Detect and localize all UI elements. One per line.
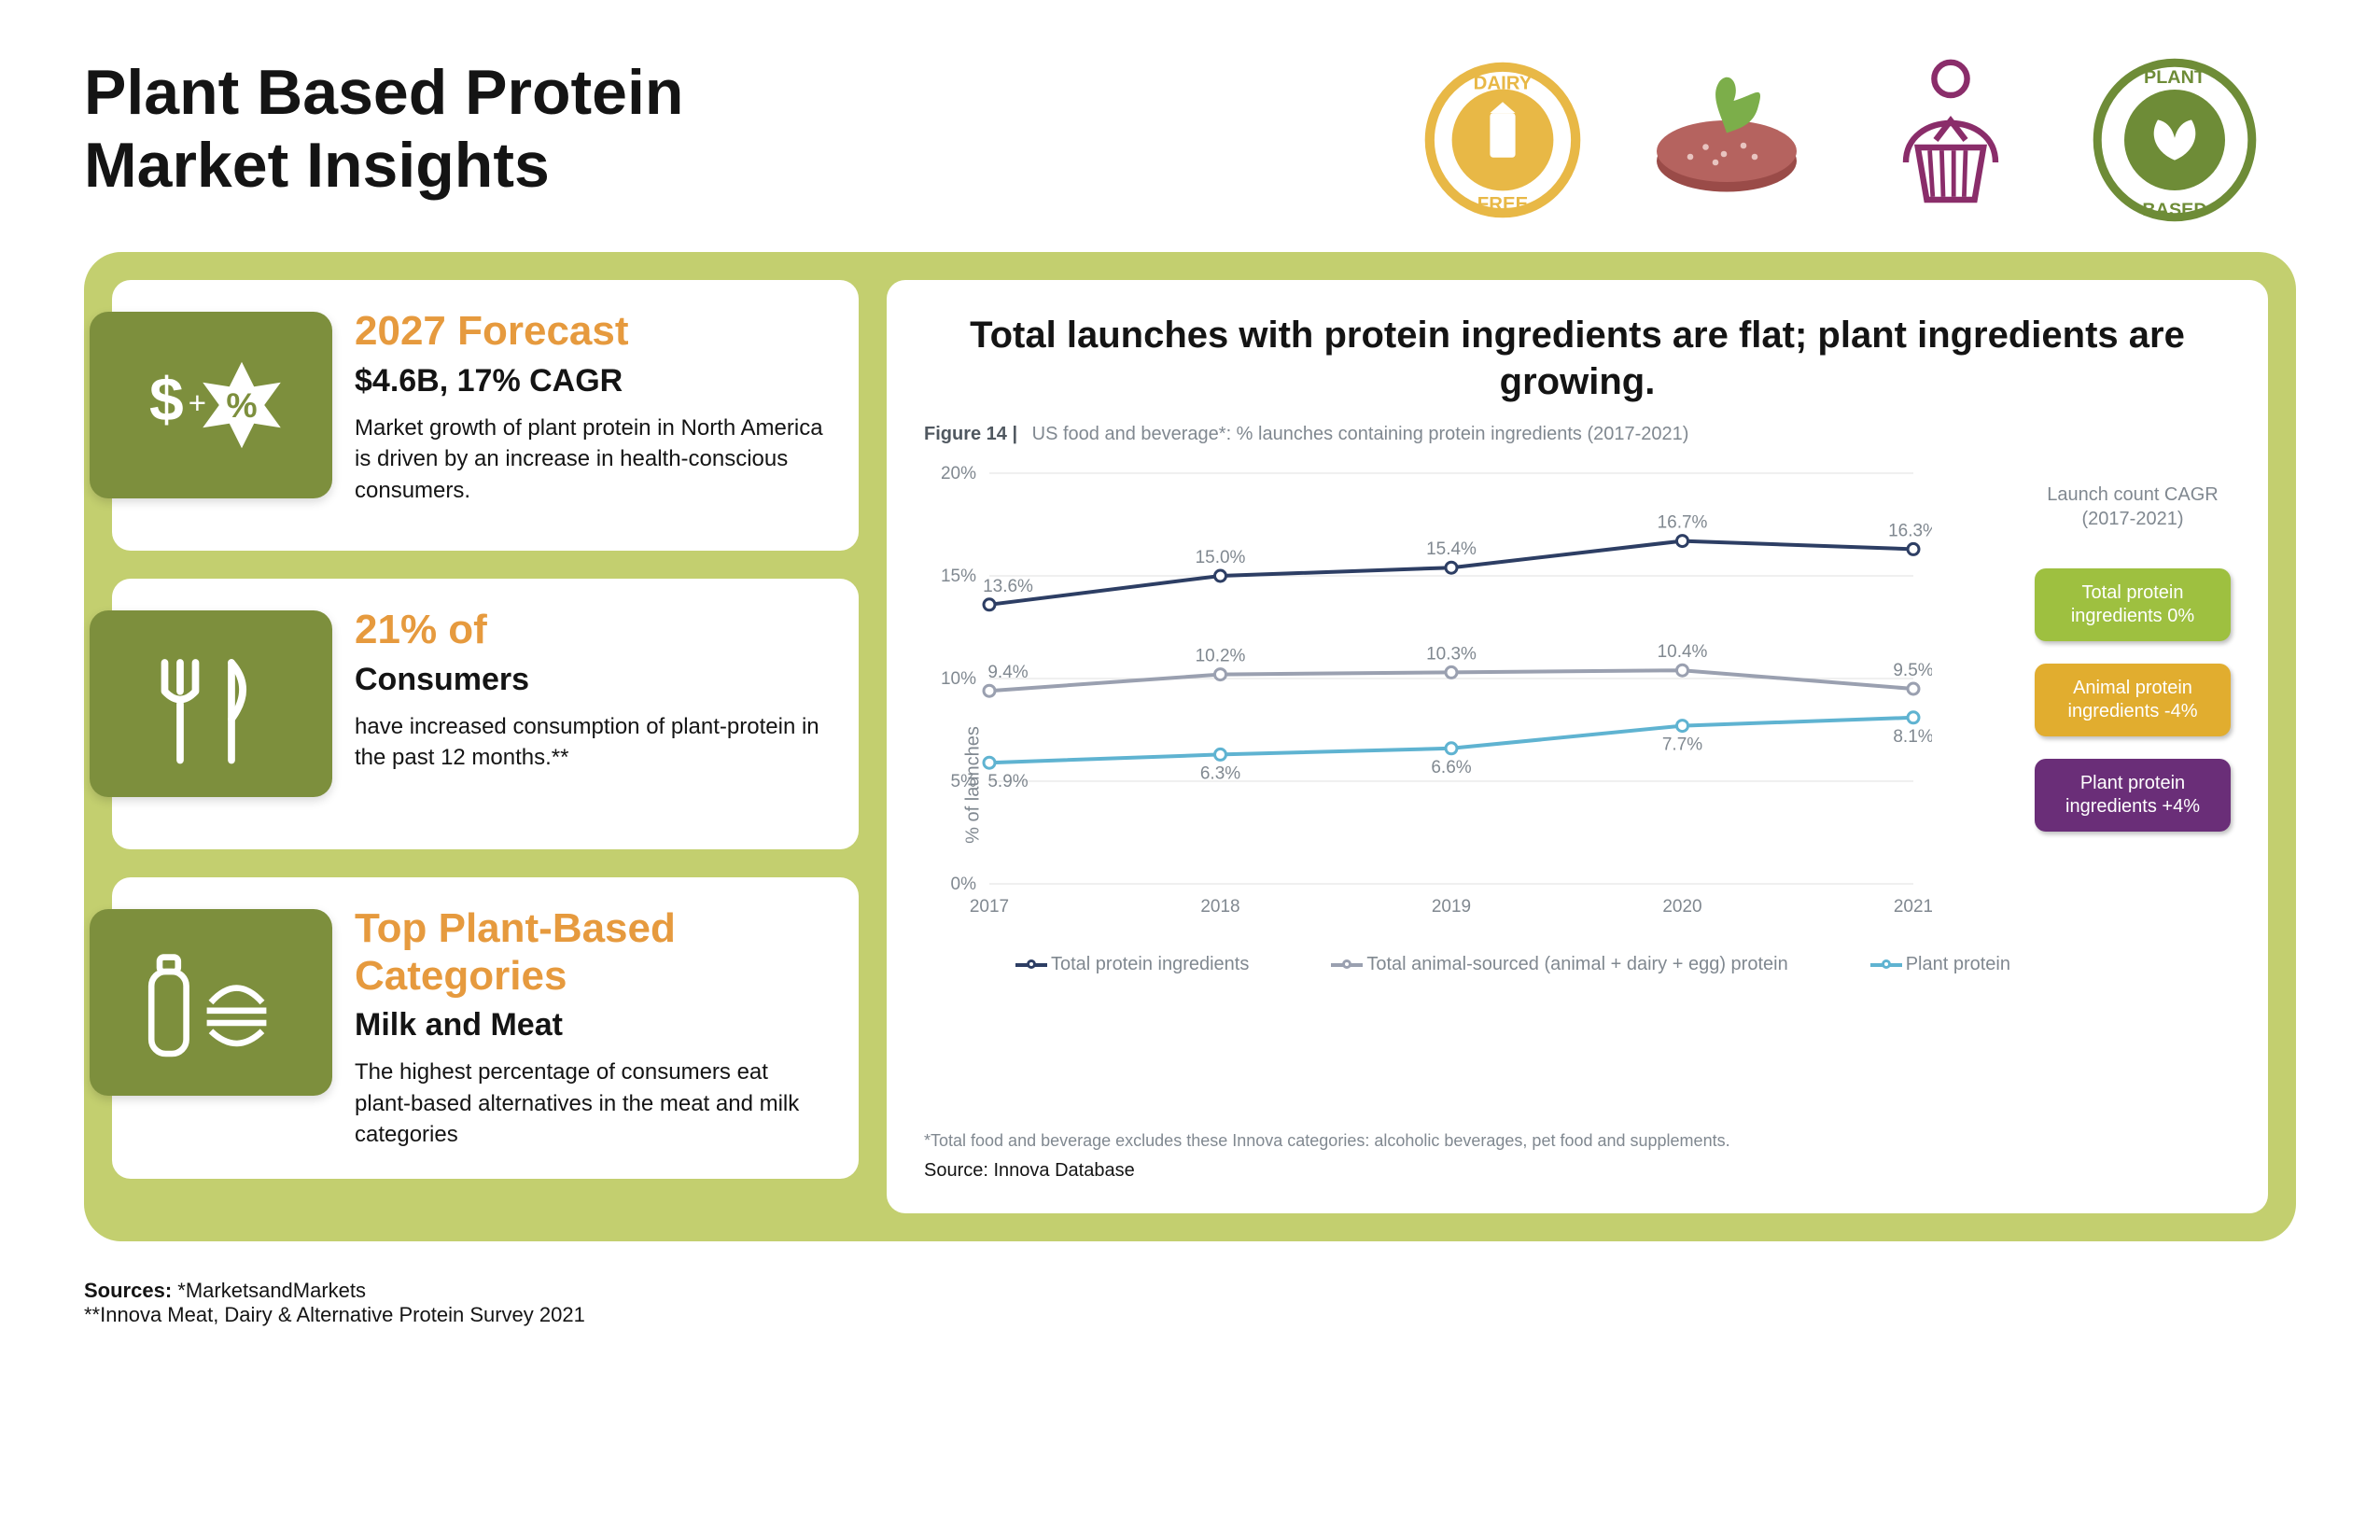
sources-label: Sources: [84,1279,172,1302]
header-icons: DAIRY FREE [1419,56,2296,224]
card-forecast: $ + % 2027 Forecast $4.6B, 17% CAGR Mark… [112,280,859,551]
left-column: $ + % 2027 Forecast $4.6B, 17% CAGR Mark… [112,280,859,1213]
forecast-badge-icon: $ + % [90,312,332,498]
categories-badge-icon [90,909,332,1096]
chart-source: Source: Innova Database [924,1160,2231,1182]
legend-item: Plant protein [1835,954,2010,975]
svg-text:16.3%: 16.3% [1888,521,1932,540]
card-subheading: Milk and Meat [355,1007,825,1043]
svg-text:2017: 2017 [970,897,1009,917]
main-frame: $ + % 2027 Forecast $4.6B, 17% CAGR Mark… [84,252,2296,1241]
cagr-column: Launch count CAGR (2017-2021) Total prot… [2035,455,2231,1114]
svg-text:9.4%: 9.4% [987,663,1028,682]
svg-text:8.1%: 8.1% [1893,727,1932,747]
svg-text:10%: 10% [941,669,976,689]
svg-text:15%: 15% [941,567,976,586]
line-chart: % of launches 0%5%10%15%20%2017201820192… [924,455,2016,1114]
svg-text:DAIRY: DAIRY [1474,74,1533,94]
title-block: Plant Based ProteinMarket Insights [84,56,683,202]
consumers-badge-icon [90,610,332,797]
svg-text:10.3%: 10.3% [1426,644,1477,664]
svg-text:6.6%: 6.6% [1431,758,1471,777]
chart-legend: Total protein ingredients Total animal-so… [924,954,2016,975]
svg-text:10.4%: 10.4% [1658,642,1708,662]
svg-text:9.5%: 9.5% [1893,661,1932,680]
sources-line1: *MarketsandMarkets [177,1279,366,1302]
cagr-box: Plant protein ingredients +4% [2035,759,2231,832]
svg-text:+: + [189,385,206,420]
svg-text:7.7%: 7.7% [1662,735,1702,755]
plant-meat-patty-icon [1643,56,1811,224]
svg-text:2018: 2018 [1200,897,1239,917]
svg-text:2020: 2020 [1662,897,1701,917]
card-body: Market growth of plant protein in North … [355,413,825,507]
svg-text:BASED: BASED [2142,200,2206,220]
figure-text: US food and beverage*: % launches contai… [1032,424,1689,444]
cagr-box: Total protein ingredients 0% [2035,568,2231,641]
card-consumers: 21% of Consumers have increased consumpt… [112,579,859,849]
svg-text:FREE: FREE [1477,194,1528,215]
card-heading: 21% of [355,607,825,654]
svg-text:10.2%: 10.2% [1196,647,1246,666]
svg-text:2021: 2021 [1894,897,1932,917]
cagr-title: Launch count CAGR (2017-2021) [2035,483,2231,531]
shopper-basket-icon [1867,56,2035,224]
chart-panel: Total launches with protein ingredients … [887,280,2268,1213]
svg-text:13.6%: 13.6% [983,577,1033,596]
chart-headline: Total launches with protein ingredients … [924,312,2231,405]
svg-text:$: $ [149,365,184,434]
card-body: The highest percentage of consumers eat … [355,1057,825,1151]
chart-wrap: % of launches 0%5%10%15%20%2017201820192… [924,455,2231,1114]
svg-text:6.3%: 6.3% [1200,763,1240,783]
figure-label: Figure 14 | [924,424,1017,444]
dairy-free-stamp-icon: DAIRY FREE [1419,56,1587,224]
svg-text:%: % [226,385,257,425]
card-categories: Top Plant-Based Categories Milk and Meat… [112,877,859,1179]
figure-caption: Figure 14 | US food and beverage*: % lau… [924,424,2231,445]
sources-line2: **Innova Meat, Dairy & Alternative Prote… [84,1303,585,1326]
card-body: have increased consumption of plant-prot… [355,711,825,774]
sources-block: Sources: *MarketsandMarkets **Innova Mea… [84,1279,2296,1327]
header-row: Plant Based ProteinMarket Insights DAIRY… [84,56,2296,224]
legend-item: Total animal-sourced (animal + dairy + e… [1295,954,1787,975]
page-title: Plant Based ProteinMarket Insights [84,56,683,202]
card-heading: 2027 Forecast [355,308,825,356]
svg-text:15.0%: 15.0% [1196,548,1246,567]
svg-text:16.7%: 16.7% [1658,513,1708,533]
svg-text:5.9%: 5.9% [987,772,1028,791]
card-subheading: $4.6B, 17% CAGR [355,363,825,399]
page-title-text: Plant Based ProteinMarket Insights [84,57,683,201]
svg-text:2019: 2019 [1432,897,1471,917]
y-axis-label: % of launches [962,726,984,844]
svg-text:PLANT: PLANT [2144,67,2205,88]
cagr-box: Animal protein ingredients -4% [2035,664,2231,736]
line-chart-svg: 0%5%10%15%20%2017201820192020202113.6%15… [924,455,1932,940]
svg-text:0%: 0% [951,875,977,894]
svg-text:20%: 20% [941,464,976,483]
legend-item: Total protein ingredients [980,954,1249,975]
svg-text:15.4%: 15.4% [1426,539,1477,559]
chart-footnote: *Total food and beverage excludes these … [924,1131,2231,1151]
card-subheading: Consumers [355,662,825,698]
card-heading: Top Plant-Based Categories [355,905,825,1000]
plant-based-stamp-icon: PLANT BASED [2091,56,2259,224]
